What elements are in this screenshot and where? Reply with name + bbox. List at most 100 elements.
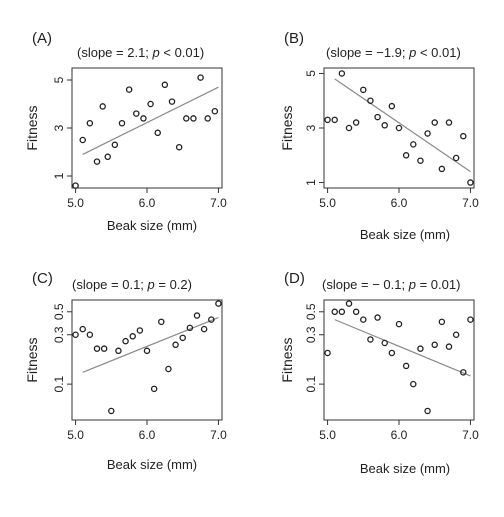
data-point: [352, 308, 360, 316]
data-point: [417, 345, 424, 352]
data-point: [445, 343, 453, 350]
data-point: [360, 316, 367, 323]
data-point: [388, 102, 396, 110]
data-point: [129, 333, 136, 340]
subtitle-p-symbol: p: [408, 277, 416, 292]
regression-line: [82, 86, 219, 155]
x-axis-label: Beak size (mm): [360, 461, 450, 476]
y-tick-label: 1: [52, 172, 66, 179]
x-axis-label: Beak size (mm): [107, 457, 197, 472]
subtitle-p-value: < 0.01): [416, 45, 460, 60]
y-tick-label: 0.1: [52, 375, 66, 392]
data-point: [79, 325, 86, 333]
data-point: [204, 115, 211, 122]
x-tick-label: 6.0: [391, 196, 408, 210]
data-point: [86, 119, 94, 127]
data-point: [345, 300, 353, 307]
subtitle-p-value: = 0.01): [416, 277, 460, 292]
data-point: [93, 158, 101, 165]
data-point: [467, 179, 474, 186]
data-point: [154, 129, 161, 137]
regression-line: [334, 78, 471, 173]
data-point: [374, 113, 381, 121]
data-point: [417, 157, 424, 164]
panel-d: (D) (slope = − 0.1; p = 0.01) Fitness Beak …: [279, 270, 479, 476]
y-tick-label: 0.3: [304, 326, 318, 343]
data-point: [147, 100, 154, 108]
data-point: [215, 300, 222, 307]
x-axis-label: Beak size (mm): [107, 218, 197, 233]
data-point: [367, 97, 374, 104]
data-point: [460, 369, 467, 376]
data-point: [193, 312, 201, 319]
data-point: [111, 141, 119, 149]
subtitle-p-symbol: p: [152, 45, 160, 60]
subtitle-p-symbol: p: [147, 277, 155, 292]
data-point: [402, 152, 410, 159]
data-point: [100, 345, 108, 352]
data-point: [208, 316, 215, 323]
data-point: [179, 334, 186, 342]
data-point: [367, 336, 374, 343]
y-tick-label: 1: [304, 179, 318, 186]
y-axis-label: Fitness: [279, 105, 295, 150]
panel-b: (B) (slope = −1.9; p < 0.01) Fitness Beak s…: [279, 30, 479, 242]
x-tick-label: 6.0: [139, 196, 156, 210]
y-tick-label: 5: [52, 76, 66, 83]
data-point: [360, 86, 367, 94]
data-point: [381, 122, 388, 129]
subtitle-slope: (slope = −1.9;: [326, 45, 409, 60]
data-point: [104, 153, 111, 161]
subtitle-slope: (slope = − 0.1;: [322, 277, 409, 292]
data-point: [161, 81, 169, 89]
data-point: [438, 318, 446, 326]
data-point: [143, 347, 151, 355]
data-point: [410, 141, 417, 148]
data-point: [445, 119, 453, 126]
plot-frame: [71, 67, 223, 189]
subtitle-p-value: = 0.2): [155, 277, 192, 292]
panel-subtitle: (slope = −1.9; p < 0.01): [326, 45, 461, 60]
data-point: [395, 320, 403, 328]
panel-subtitle: (slope = − 0.1; p = 0.01): [322, 277, 460, 292]
data-point: [136, 327, 144, 334]
regression-line: [82, 316, 219, 373]
y-tick-label: 0.1: [304, 375, 318, 392]
data-point: [424, 130, 431, 137]
data-point: [186, 324, 194, 332]
panel-c: (C) (slope = 0.1; p = 0.2) Fitness Beak siz…: [24, 270, 227, 472]
data-point: [381, 339, 388, 347]
subtitle-slope: (slope = 0.1;: [72, 277, 148, 292]
panel-letter: (D): [284, 270, 305, 287]
data-point: [460, 132, 467, 140]
data-point: [467, 316, 474, 323]
data-point: [165, 365, 172, 373]
data-point: [374, 314, 381, 321]
x-tick-label: 5.0: [319, 428, 336, 442]
data-point: [388, 349, 396, 357]
data-point: [150, 385, 158, 393]
data-point: [431, 119, 438, 126]
regression-line: [334, 319, 471, 377]
panel-subtitle: (slope = 0.1; p = 0.2): [72, 277, 192, 292]
panel-a: (A) (slope = 2.1; p < 0.01) Fitness Beak si…: [24, 30, 227, 233]
subtitle-p-symbol: p: [408, 45, 416, 60]
panel-letter: (C): [32, 270, 53, 287]
data-point: [338, 70, 346, 77]
y-axis-label: Fitness: [24, 105, 40, 150]
data-point: [175, 143, 183, 151]
data-point: [331, 308, 338, 316]
x-tick-label: 7.0: [210, 196, 227, 210]
y-axis-label: Fitness: [279, 337, 295, 382]
data-point: [158, 318, 165, 326]
data-point: [118, 119, 126, 127]
data-point: [200, 325, 208, 333]
y-tick-label: 3: [304, 124, 318, 131]
y-tick-label: 0.5: [52, 303, 66, 320]
data-point: [197, 74, 204, 81]
data-point: [402, 362, 410, 370]
data-point: [133, 110, 140, 117]
data-point: [452, 331, 460, 338]
panel-subtitle: (slope = 2.1; p < 0.01): [77, 45, 204, 60]
data-point: [79, 136, 86, 144]
